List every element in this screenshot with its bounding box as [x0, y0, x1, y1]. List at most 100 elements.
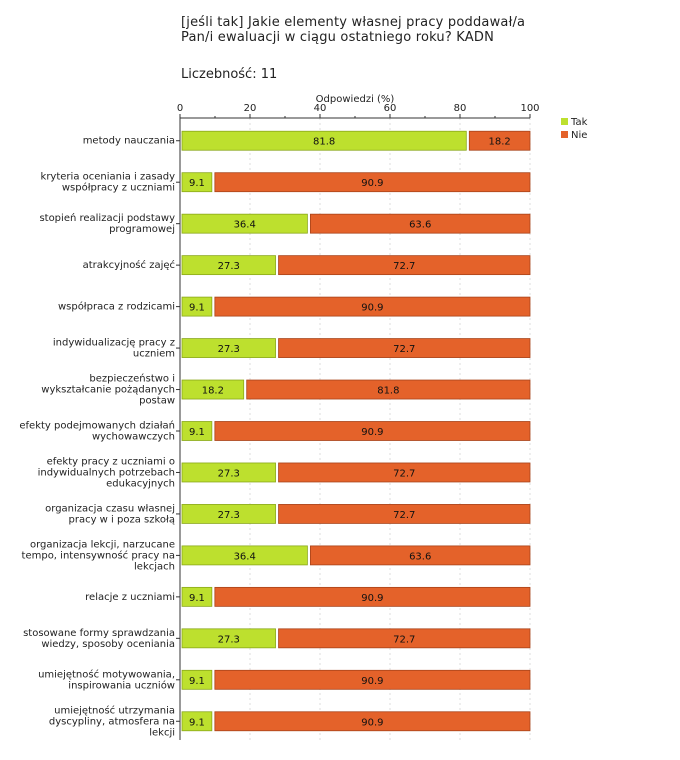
legend-swatch-nie: [561, 131, 568, 138]
value-label-tak-12: 27.3: [218, 634, 240, 645]
bar-nie-6: [246, 379, 531, 400]
value-label-tak-2: 36.4: [234, 220, 256, 231]
bar-nie-3: [278, 255, 531, 276]
category-label-line: stosowane formy sprawdzania: [23, 628, 175, 639]
category-label-line: edukacyjnych: [106, 478, 175, 489]
bar-tak-9: [181, 504, 276, 524]
value-label-nie-9: 72.7: [393, 510, 415, 521]
category-label-1: kryteria oceniania i zasady współpracy z …: [41, 172, 176, 194]
value-label-tak-11: 9.1: [189, 593, 205, 604]
bar-nie-7: [214, 421, 531, 441]
value-label-nie-11: 90.9: [361, 593, 383, 604]
bar-nie-2: [309, 213, 531, 234]
category-label-line: lekcjach: [134, 561, 175, 572]
value-label-nie-3: 72.7: [393, 261, 415, 272]
value-label-tak-14: 9.1: [189, 717, 205, 728]
value-label-nie-13: 90.9: [361, 676, 383, 687]
bar-tak-1: [181, 172, 213, 193]
category-label-line: wiedzy, sposoby oceniania: [41, 639, 175, 650]
chart-title: [jeśli tak] Jakie elementy własnej pracy…: [181, 15, 525, 45]
value-label-tak-0: 81.8: [313, 137, 335, 148]
value-label-nie-14: 90.9: [361, 717, 383, 728]
category-label-0: metody nauczania: [83, 136, 175, 147]
category-label-2: stopień realizacji podstawy programowej: [39, 212, 175, 235]
value-label-nie-6: 81.8: [377, 386, 399, 397]
category-label-12: stosowane formy sprawdzania wiedzy, sposo…: [23, 628, 175, 650]
bar-nie-10: [309, 545, 531, 566]
bar-nie-5: [278, 338, 531, 358]
x-tick-label-20: 20: [244, 103, 257, 114]
value-label-tak-10: 36.4: [234, 551, 256, 562]
x-axis-title: Odpowiedzi (%): [316, 94, 395, 105]
chart-title-line-2: Pan/i ewaluacji w ciągu ostatniego roku?…: [181, 30, 495, 45]
value-label-tak-8: 27.3: [218, 468, 240, 479]
bar-tak-12: [181, 628, 276, 649]
category-label-line: stopień realizacji podstawy: [39, 212, 175, 224]
category-label-5: indywidualizację pracy z uczniem: [53, 338, 175, 360]
value-label-nie-12: 72.7: [393, 634, 415, 645]
category-label-3: atrakcyjność zajęć: [83, 259, 175, 271]
x-tick-label-80: 80: [454, 103, 467, 114]
bar-tak-14: [181, 711, 213, 732]
category-label-line: umiejętność motywowania,: [38, 668, 175, 680]
x-tick-label-40: 40: [314, 103, 327, 114]
category-label-line: dyscypliny, atmosfera na: [49, 716, 175, 727]
value-label-nie-10: 63.6: [409, 551, 431, 562]
value-label-tak-3: 27.3: [218, 261, 240, 272]
category-label-line: efekty podejmowanych działań: [19, 420, 175, 432]
category-label-4: współpraca z rodzicami: [58, 301, 175, 313]
value-label-tak-13: 9.1: [189, 676, 205, 687]
category-label-line: efekty pracy z uczniami o: [47, 456, 175, 467]
value-label-tak-4: 9.1: [189, 303, 205, 314]
bar-tak-10: [181, 545, 308, 566]
category-label-line: współpraca z rodzicami: [58, 301, 175, 313]
legend-label-nie: Nie: [571, 130, 587, 141]
bar-tak-6: [181, 379, 245, 400]
bar-nie-13: [214, 669, 531, 690]
x-tick-label-100: 100: [520, 103, 539, 114]
category-label-line: organizacja lekcji, narzucane: [30, 539, 175, 550]
value-label-tak-1: 9.1: [189, 178, 205, 189]
bar-tak-3: [181, 255, 276, 276]
category-label-line: kryteria oceniania i zasady: [41, 172, 176, 183]
bar-nie-12: [278, 628, 531, 649]
legend-swatch-tak: [561, 118, 568, 125]
bar-nie-14: [214, 711, 531, 732]
category-label-8: efekty pracy z uczniami o indywidualnych …: [38, 456, 175, 489]
category-label-line: lekcji: [149, 727, 175, 738]
bar-nie-11: [214, 586, 531, 607]
category-label-line: wychowawczych: [92, 432, 175, 443]
category-label-line: programowej: [109, 224, 175, 235]
category-label-line: indywidualizację pracy z: [53, 338, 175, 349]
value-label-nie-7: 90.9: [361, 427, 383, 438]
category-label-line: pracy w i poza szkołą: [69, 514, 176, 525]
category-label-line: atrakcyjność zajęć: [83, 259, 175, 271]
bar-nie-8: [278, 462, 531, 483]
category-label-line: organizacja czasu własnej: [45, 503, 175, 514]
bar-nie-0: [468, 130, 531, 151]
bar-nie-4: [214, 296, 531, 317]
value-label-tak-5: 27.3: [218, 344, 240, 355]
bar-tak-13: [181, 669, 213, 690]
category-label-10: organizacja lekcji, narzucane tempo, inte…: [22, 539, 175, 572]
value-label-tak-9: 27.3: [218, 510, 240, 521]
x-tick-label-0: 0: [177, 103, 183, 114]
bar-tak-4: [181, 296, 213, 317]
category-label-7: efekty podejmowanych działań wychowawczyc…: [19, 420, 175, 443]
category-label-14: umiejętność utrzymania dyscypliny, atmosf…: [49, 704, 175, 738]
category-label-line: postaw: [139, 396, 175, 407]
value-label-nie-1: 90.9: [361, 178, 383, 189]
value-label-tak-7: 9.1: [189, 427, 205, 438]
legend-label-tak: Tak: [570, 117, 588, 128]
bar-tak-7: [181, 421, 213, 441]
category-label-6: bezpieczeństwo i wykształcanie pożądanych…: [41, 373, 175, 407]
value-label-nie-0: 18.2: [489, 137, 511, 148]
category-label-11: relacje z uczniami: [85, 592, 175, 603]
category-label-line: uczniem: [133, 349, 175, 360]
bar-tak-2: [181, 213, 308, 234]
category-label-line: indywidualnych potrzebach: [38, 467, 175, 478]
value-label-tak-6: 18.2: [202, 386, 224, 397]
bar-tak-0: [181, 130, 467, 151]
category-label-line: bezpieczeństwo i: [89, 373, 175, 385]
